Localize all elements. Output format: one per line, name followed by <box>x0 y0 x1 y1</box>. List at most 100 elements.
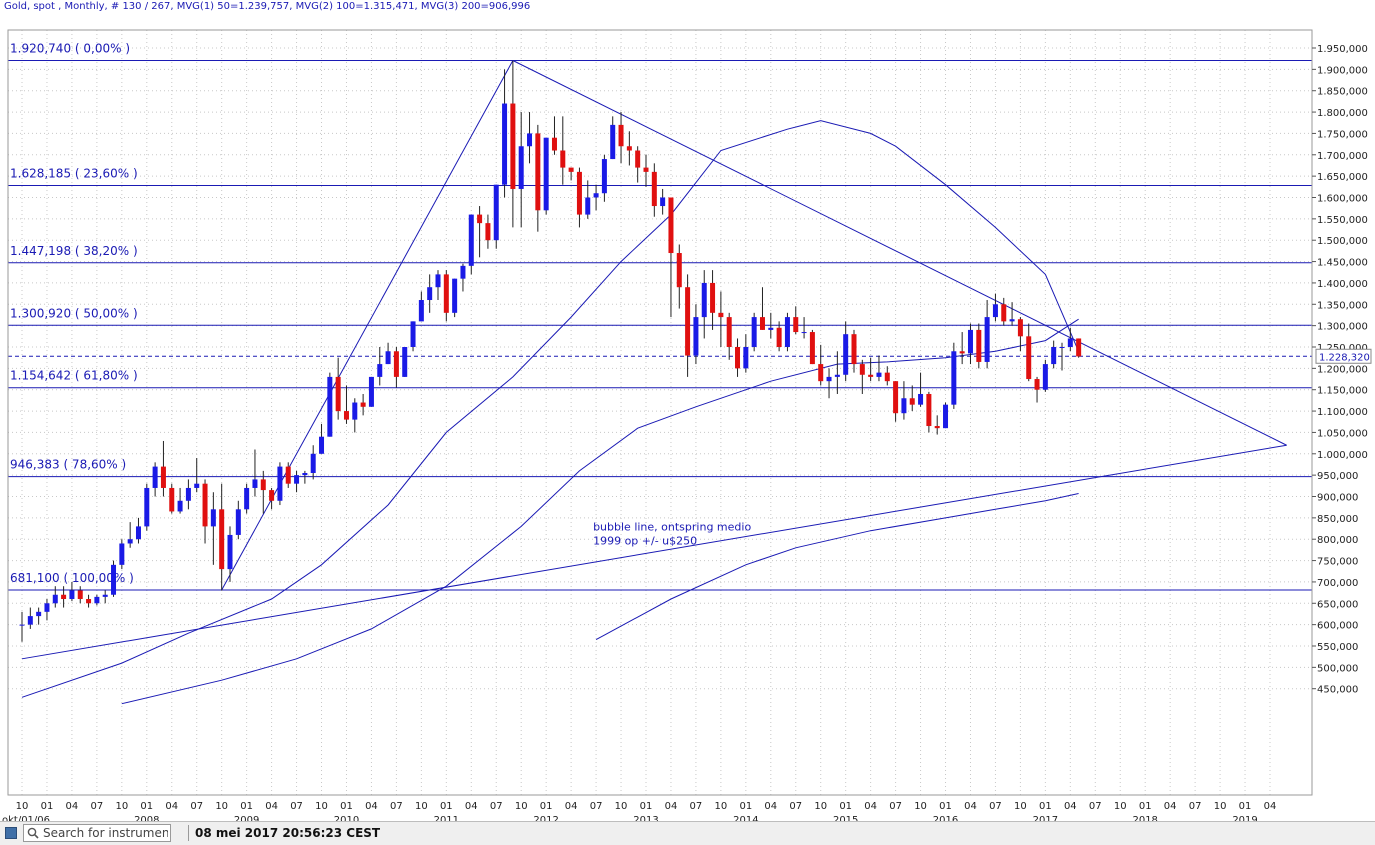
candle-bull <box>27 616 33 625</box>
candle-bear <box>477 214 483 224</box>
candle-bull <box>277 466 283 501</box>
y-axis-tick-label: 950,000 <box>1317 471 1358 482</box>
candle-bull <box>452 278 458 313</box>
candle-bull <box>194 483 200 488</box>
x-axis-year-label: 2018 <box>1132 815 1157 821</box>
candle-bull <box>660 197 666 207</box>
candle-bear <box>934 426 940 429</box>
fib-level-label: 1.300,920 ( 50,00% ) <box>10 306 138 320</box>
candle-bull <box>701 282 707 318</box>
candle-bear <box>618 124 624 147</box>
candle-bear <box>510 103 516 189</box>
candle-bull <box>185 487 191 501</box>
y-axis-tick-label: 1.300,000 <box>1317 322 1368 333</box>
y-axis-tick-label: 1.700,000 <box>1317 151 1368 162</box>
x-axis-month-label: 07 <box>290 801 303 812</box>
x-axis-month-label: 10 <box>16 801 29 812</box>
moving-average-line <box>595 493 1079 641</box>
search-icon <box>27 827 39 839</box>
x-axis-year-label: 2011 <box>434 815 459 821</box>
candle-bear <box>851 334 857 365</box>
candle-bear <box>77 590 83 600</box>
candle-bull <box>144 487 150 527</box>
candle-bear <box>393 351 399 377</box>
y-axis-tick-label: 1.850,000 <box>1317 87 1368 98</box>
x-axis-month-label: 10 <box>615 801 628 812</box>
search-box[interactable] <box>23 824 171 842</box>
candle-bull <box>52 594 58 604</box>
y-axis-tick-label: 1.550,000 <box>1317 215 1368 226</box>
candle-bear <box>285 466 291 484</box>
x-axis-month-label: 04 <box>1264 801 1277 812</box>
x-axis-month-label: 10 <box>1114 801 1127 812</box>
candle-bull <box>460 265 466 279</box>
candle-bull <box>1067 338 1073 347</box>
candle-bear <box>685 287 691 356</box>
candle-bull <box>435 274 441 288</box>
candle-bear <box>1026 336 1032 380</box>
candle-bull <box>69 590 75 600</box>
x-axis-month-label: 07 <box>91 801 104 812</box>
x-axis-month-label: 01 <box>939 801 952 812</box>
candle-bull <box>943 404 949 429</box>
candle-bear <box>884 372 890 382</box>
candle-bear <box>726 317 732 347</box>
candle-bull <box>826 376 832 382</box>
y-axis-tick-label: 1.150,000 <box>1317 386 1368 397</box>
fib-level-label: 1.447,198 ( 38,20% ) <box>10 244 138 258</box>
candle-bull <box>402 346 408 377</box>
x-axis-month-label: 04 <box>764 801 777 812</box>
candle-bull <box>19 624 25 626</box>
y-axis-tick-label: 1.200,000 <box>1317 364 1368 375</box>
fib-level-label: 946,383 ( 78,60% ) <box>10 458 126 472</box>
candlestick-chart: 1.920,740 ( 0,00% ) 1.628,185 ( 23,60% ) 1… <box>2 29 1372 821</box>
fib-level-label: 1.628,185 ( 23,60% ) <box>10 166 138 180</box>
candle-bear <box>668 197 674 254</box>
x-axis-month-label: 01 <box>340 801 353 812</box>
chart-header-title: Gold, spot , Monthly, # 130 / 267, MVG(1… <box>4 1 531 12</box>
candle-bear <box>759 317 765 330</box>
y-axis-tick-label: 1.500,000 <box>1317 236 1368 247</box>
candle-bull <box>468 214 474 266</box>
y-axis-tick-label: 800,000 <box>1317 535 1358 546</box>
y-axis-tick-label: 700,000 <box>1317 578 1358 589</box>
candle-bull <box>593 193 599 198</box>
candle-bull <box>502 103 508 185</box>
x-axis-month-label: 01 <box>140 801 153 812</box>
candle-bull <box>493 184 499 241</box>
candle-bear <box>1034 379 1040 390</box>
y-axis-tick-label: 600,000 <box>1317 621 1358 632</box>
window-menu-icon[interactable] <box>5 827 17 839</box>
candle-bear <box>893 381 899 414</box>
x-axis-month-label: 01 <box>240 801 253 812</box>
candle-bear <box>926 393 932 427</box>
candle-bear <box>809 332 815 365</box>
candle-bear <box>868 374 874 377</box>
x-axis-year-label: 2016 <box>933 815 958 821</box>
x-axis-month-label: 10 <box>814 801 827 812</box>
candle-bull <box>368 376 374 407</box>
candle-bull <box>543 137 549 211</box>
candle-bull <box>244 487 250 510</box>
search-input[interactable] <box>43 825 168 841</box>
x-axis-month-label: 07 <box>889 801 902 812</box>
x-axis-month-label: 07 <box>590 801 603 812</box>
x-axis-month-label: 01 <box>739 801 752 812</box>
candle-bull <box>1051 346 1057 365</box>
candle-bull <box>585 197 591 215</box>
x-axis-month-label: 07 <box>490 801 503 812</box>
candle-bull <box>601 159 607 194</box>
candle-bear <box>909 398 915 405</box>
y-axis-tick-label: 750,000 <box>1317 557 1358 568</box>
x-axis-month-label: 10 <box>1014 801 1027 812</box>
x-axis-month-label: 10 <box>515 801 528 812</box>
candle-bull <box>967 329 973 354</box>
candle-bull <box>36 611 42 617</box>
candle-bear <box>551 137 557 151</box>
x-axis-month-label: 10 <box>215 801 228 812</box>
candle-bull <box>610 124 616 160</box>
x-axis-year-label: 2019 <box>1232 815 1257 821</box>
candle-bull <box>127 539 133 544</box>
candle-bear <box>443 274 449 313</box>
plot-frame <box>7 29 1313 796</box>
